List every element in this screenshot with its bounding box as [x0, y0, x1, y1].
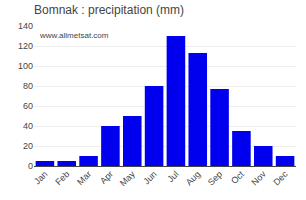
- svg-text:120: 120: [18, 41, 33, 51]
- svg-text:100: 100: [18, 61, 33, 71]
- svg-text:Dec: Dec: [271, 169, 290, 188]
- svg-text:Oct: Oct: [229, 169, 246, 186]
- svg-text:40: 40: [23, 121, 33, 131]
- svg-text:May: May: [118, 169, 137, 188]
- svg-text:Apr: Apr: [98, 169, 115, 186]
- svg-text:www.allmetsat.com: www.allmetsat.com: [39, 31, 109, 40]
- svg-text:Bomnak : precipitation (mm): Bomnak : precipitation (mm): [34, 3, 184, 17]
- svg-text:Aug: Aug: [184, 169, 202, 187]
- svg-text:Mar: Mar: [75, 169, 93, 187]
- svg-text:Feb: Feb: [53, 169, 71, 187]
- svg-text:0: 0: [28, 161, 33, 171]
- svg-text:Sep: Sep: [206, 169, 224, 187]
- svg-text:60: 60: [23, 101, 33, 111]
- svg-text:20: 20: [23, 141, 33, 151]
- svg-text:Jan: Jan: [32, 169, 49, 186]
- svg-text:140: 140: [18, 21, 33, 31]
- svg-text:Jul: Jul: [165, 169, 180, 184]
- svg-text:Nov: Nov: [249, 169, 268, 188]
- svg-text:Jun: Jun: [141, 169, 158, 186]
- svg-text:80: 80: [23, 81, 33, 91]
